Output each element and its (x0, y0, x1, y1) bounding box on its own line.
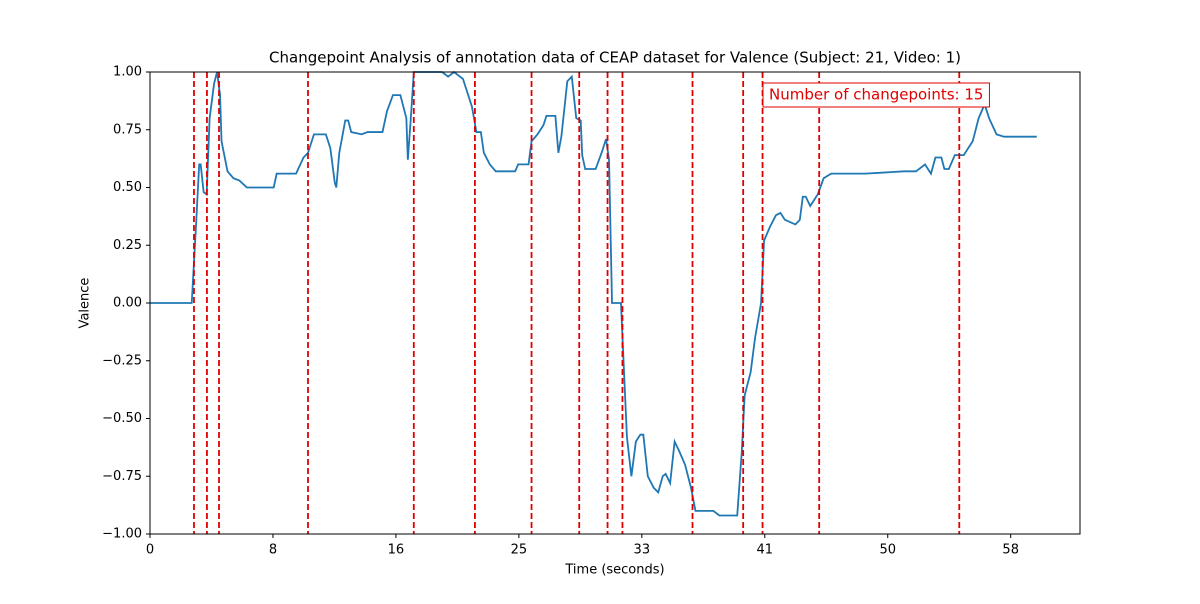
plot-frame (149, 71, 1081, 535)
chart-title: Changepoint Analysis of annotation data … (269, 49, 961, 67)
annotation-box (762, 82, 990, 108)
y-tick-label: 1.00 (113, 65, 142, 80)
x-tick-label: 41 (757, 543, 774, 558)
x-tick-label: 50 (879, 543, 896, 558)
x-tick-label: 33 (634, 543, 651, 558)
y-tick-label: −0.25 (102, 353, 142, 368)
x-tick-label: 16 (388, 543, 405, 558)
data-line (150, 70, 1037, 517)
y-tick-label: −0.75 (102, 469, 142, 484)
x-tick-label: 8 (269, 543, 277, 558)
annotation: Number of changepoints: 15 (769, 86, 983, 104)
x-tick-label: 0 (146, 543, 154, 558)
x-tick-label: 25 (511, 543, 528, 558)
y-axis-label: Valence (78, 278, 93, 329)
y-tick-label: 0.00 (113, 296, 142, 311)
x-tick-label: 58 (1002, 543, 1019, 558)
x-axis-label: Time (seconds) (564, 563, 664, 578)
y-tick-label: 0.25 (113, 238, 142, 253)
y-tick-label: −1.00 (102, 527, 142, 542)
y-tick-label: 0.75 (113, 122, 142, 137)
y-tick-label: −0.50 (102, 411, 142, 426)
y-tick-label: 0.50 (113, 180, 142, 195)
